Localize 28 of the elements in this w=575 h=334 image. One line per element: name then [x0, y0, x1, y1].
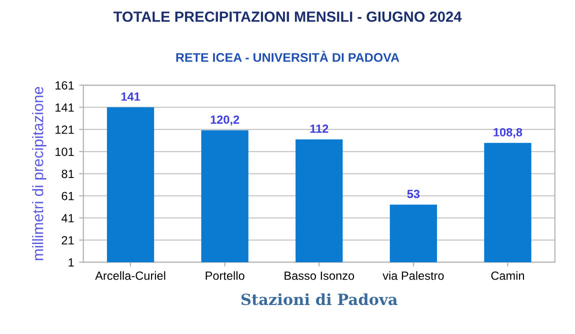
y-tick-label: 1 — [68, 258, 74, 266]
x-tick-label: Basso Isonzo — [284, 272, 354, 280]
chart-title: TOTALE PRECIPITAZIONI MENSILI - GIUGNO 2024 — [113, 12, 462, 22]
y-tick-label: 61 — [62, 192, 74, 200]
y-axis-title: millimetri di precipitazione — [32, 86, 46, 260]
bar — [201, 130, 248, 262]
y-tick-label: 21 — [62, 236, 74, 244]
data-label: 53 — [407, 190, 420, 198]
x-tick-label: Arcella-Curiel — [95, 271, 166, 280]
chart-subtitle: RETE ICEA - UNIVERSITÀ DI PADOVA — [176, 50, 400, 62]
data-label: 108,8 — [494, 128, 522, 138]
y-tick-label: 141 — [56, 103, 74, 112]
x-axis-title: Stazioni di Padova — [241, 293, 398, 306]
bar — [390, 204, 437, 262]
x-tick-label: Portello — [206, 271, 244, 280]
data-label: 141 — [121, 92, 140, 101]
y-tick-label: 101 — [56, 148, 74, 156]
data-label: 112 — [310, 124, 328, 133]
bar — [296, 139, 343, 262]
x-tick-label: via Palestro — [382, 271, 444, 280]
y-tick-label: 81 — [62, 170, 74, 178]
x-tick-label: Camin — [491, 271, 524, 280]
y-tick-label: 41 — [61, 214, 74, 222]
data-label: 120,2 — [210, 115, 240, 126]
y-tick-label: 121 — [56, 125, 74, 134]
bar — [484, 142, 532, 262]
bar — [106, 107, 154, 262]
y-tick-label: 161 — [56, 81, 74, 90]
